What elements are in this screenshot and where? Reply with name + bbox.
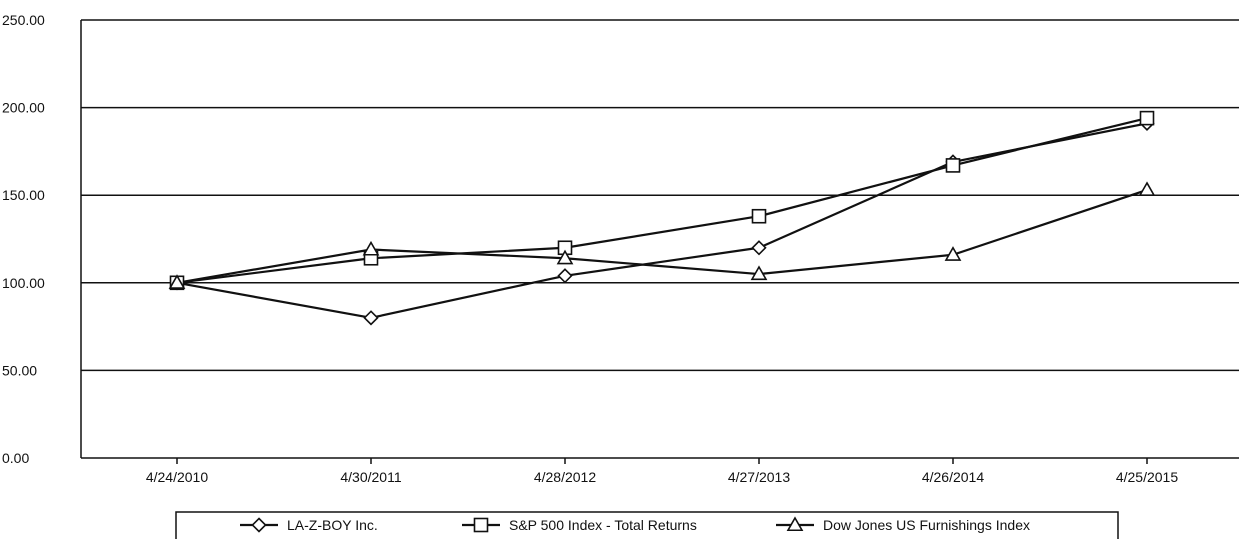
y-tick-label: 200.00 (2, 100, 45, 116)
y-tick-label: 250.00 (2, 12, 45, 28)
y-tick-label: 150.00 (2, 187, 45, 203)
x-tick-label: 4/28/2012 (534, 469, 596, 485)
axes (80, 20, 1148, 464)
data-point-triangle (362, 240, 380, 256)
data-point-triangle (556, 249, 574, 265)
data-point-triangle (168, 274, 186, 289)
legend-label: S&P 500 Index - Total Returns (509, 517, 697, 533)
legend-marker-diamond (251, 517, 267, 533)
data-point-diamond (557, 268, 573, 284)
data-point-triangle (750, 265, 768, 281)
legend-marker-square (473, 517, 489, 533)
legend-marker-triangle (786, 516, 804, 532)
series-markers (168, 110, 1156, 326)
y-tick-label: 50.00 (2, 362, 37, 378)
legend-label: LA-Z-BOY Inc. (287, 517, 378, 533)
series-line-triangle (176, 188, 1148, 284)
x-tick-label: 4/26/2014 (922, 469, 984, 485)
legend: LA-Z-BOY Inc. S&P 500 Index - Total Retur… (175, 511, 1119, 539)
data-point-square (945, 158, 961, 173)
x-tick-label: 4/24/2010 (146, 469, 208, 485)
tick-labels: 0.00 50.00 100.00 150.00 200.00 250.00 4/24/20… (2, 12, 1178, 485)
series-line-square (176, 117, 1148, 284)
y-tick-label: 0.00 (2, 450, 29, 466)
data-point-diamond (363, 310, 379, 326)
data-point-triangle (944, 246, 962, 261)
x-tick-label: 4/30/2011 (340, 469, 401, 485)
x-tick-label: 4/27/2013 (728, 469, 790, 485)
legend-label: Dow Jones US Furnishings Index (823, 517, 1030, 533)
gridlines (81, 19, 1239, 459)
data-point-square (751, 208, 767, 224)
series-lines (176, 117, 1148, 319)
x-tick-label: 4/25/2015 (1116, 469, 1178, 485)
y-tick-label: 100.00 (2, 275, 45, 291)
data-point-triangle (1138, 181, 1156, 196)
data-point-diamond (751, 240, 767, 256)
data-point-square (1139, 110, 1155, 126)
series-line-diamond (176, 122, 1148, 319)
legend-box (175, 511, 1119, 539)
